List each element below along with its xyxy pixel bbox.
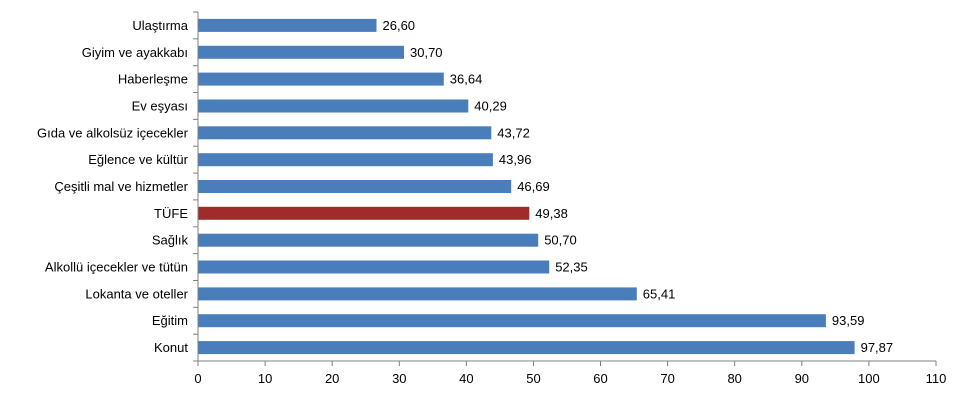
category-label: Lokanta ve oteller — [85, 286, 188, 301]
category-label: Alkollü içecekler ve tütün — [45, 260, 188, 275]
bar — [198, 153, 493, 167]
value-label: 93,59 — [832, 313, 865, 328]
bar — [198, 99, 469, 113]
value-label: 97,87 — [861, 340, 894, 355]
x-tick-label: 100 — [858, 371, 880, 386]
category-label: Eğitim — [152, 313, 188, 328]
bar — [198, 180, 512, 193]
bar — [198, 126, 492, 140]
bar — [198, 314, 826, 328]
bar — [198, 45, 404, 59]
x-tick-label: 50 — [526, 371, 540, 386]
value-label: 43,72 — [497, 125, 530, 140]
x-tick-label: 40 — [459, 371, 473, 386]
x-tick-label: 80 — [727, 371, 741, 386]
value-label: 49,38 — [535, 206, 568, 221]
category-label: Çeşitli mal ve hizmetler — [54, 179, 188, 194]
x-tick-label: 10 — [258, 371, 272, 386]
x-tick-label: 110 — [926, 371, 947, 386]
value-label: 50,70 — [544, 233, 577, 248]
bar — [198, 206, 530, 220]
x-tick-label: 90 — [795, 371, 809, 386]
bar — [198, 233, 539, 247]
category-label: Gıda ve alkolsüz içecekler — [37, 125, 189, 140]
category-label: TÜFE — [154, 206, 188, 221]
bar — [198, 72, 444, 86]
value-label: 30,70 — [410, 45, 443, 60]
bar — [198, 260, 550, 274]
x-tick-label: 0 — [194, 371, 201, 386]
category-label: Haberleşme — [118, 72, 188, 87]
category-label: Konut — [154, 340, 188, 355]
value-label: 26,60 — [383, 18, 416, 33]
x-tick-label: 30 — [392, 371, 406, 386]
value-label: 65,41 — [643, 286, 676, 301]
category-label: Eğlence ve kültür — [88, 152, 188, 167]
x-tick-label: 20 — [325, 371, 339, 386]
category-label: Ulaştırma — [132, 18, 188, 33]
bar — [198, 287, 637, 301]
value-label: 46,69 — [517, 179, 550, 194]
x-tick-label: 70 — [660, 371, 674, 386]
value-label: 40,29 — [474, 99, 507, 114]
category-label: Sağlık — [152, 233, 189, 248]
bar — [198, 341, 855, 355]
category-label: Ev eşyası — [132, 99, 188, 114]
value-label: 36,64 — [450, 72, 483, 87]
x-tick-label: 60 — [593, 371, 607, 386]
value-label: 52,35 — [555, 260, 588, 275]
value-label: 43,96 — [499, 152, 532, 167]
bar — [198, 18, 377, 32]
category-label: Giyim ve ayakkabı — [82, 45, 188, 60]
